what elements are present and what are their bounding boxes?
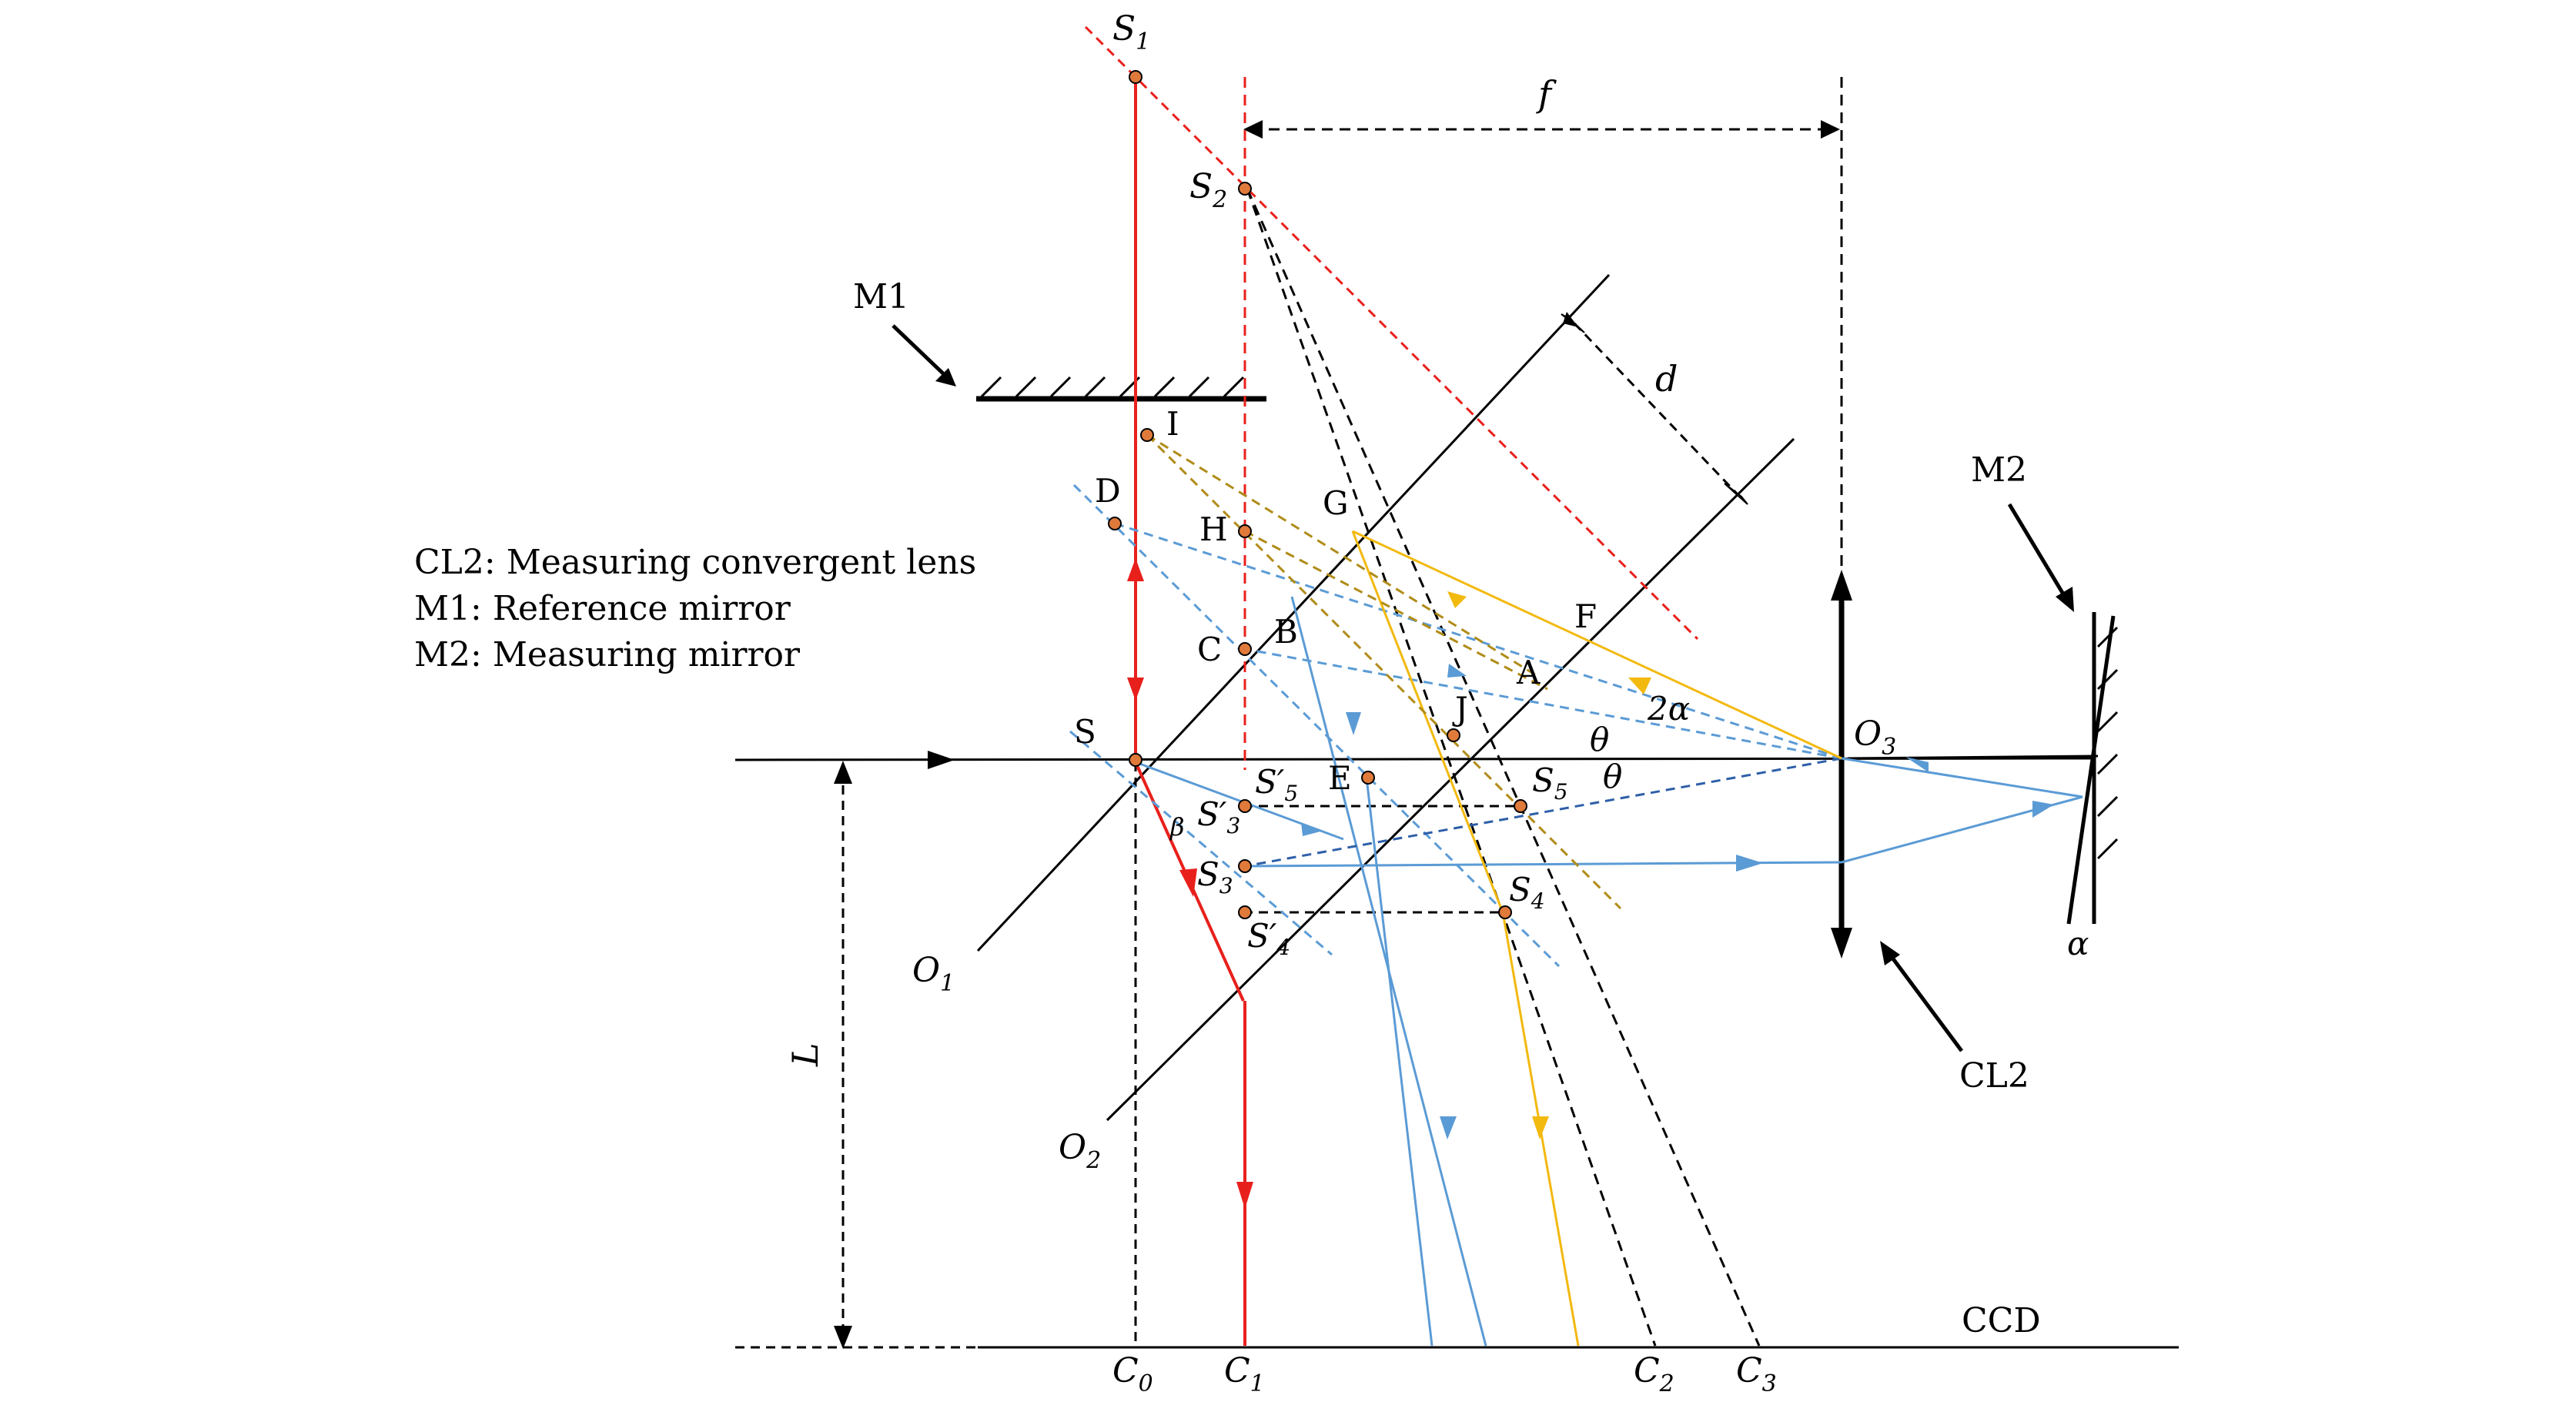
label-theta-upper: θ — [1590, 721, 1609, 758]
label-alpha: α — [2067, 925, 2089, 962]
point-i — [1140, 428, 1154, 442]
red-lines — [1084, 25, 1699, 1346]
label-f-point: F — [1574, 597, 1597, 635]
legend-line-1: CL2: Measuring convergent lens — [414, 543, 976, 582]
darkblue-lines — [1244, 757, 1842, 868]
point-j — [1447, 728, 1460, 742]
label-s5-prime: S′5 — [1255, 763, 1298, 806]
point-s2 — [1238, 182, 1252, 196]
axis-arrow-icon — [928, 751, 955, 769]
point-s5 — [1514, 799, 1527, 813]
label-j: J — [1452, 690, 1468, 728]
label-h: H — [1199, 510, 1228, 548]
point-s5p — [1238, 799, 1252, 813]
label-e: E — [1328, 759, 1352, 797]
label-ccd: CCD — [1962, 1301, 2041, 1340]
label-s1: S1 — [1112, 9, 1150, 55]
label-s: S — [1074, 713, 1096, 751]
label-s3-prime: S′3 — [1197, 795, 1240, 838]
label-theta-lower: θ — [1603, 758, 1622, 795]
yellow-lines — [1146, 433, 1842, 1347]
label-d-point: D — [1095, 472, 1121, 510]
label-s2: S2 — [1189, 167, 1227, 213]
point-s4p — [1238, 905, 1252, 919]
point-s — [1129, 753, 1142, 767]
label-o3: O3 — [1854, 714, 1896, 761]
point-e — [1361, 771, 1375, 785]
label-c2: C2 — [1634, 1351, 1674, 1397]
label-m1: M1 — [853, 277, 909, 316]
point-s3 — [1238, 859, 1252, 873]
label-c3: C3 — [1736, 1351, 1777, 1397]
label-a: A — [1516, 654, 1541, 691]
label-i: I — [1166, 405, 1179, 443]
point-s1 — [1129, 70, 1142, 84]
label-l: L — [785, 1042, 826, 1067]
label-s4: S4 — [1509, 871, 1545, 914]
points — [1108, 70, 1527, 919]
label-d: d — [1655, 358, 1678, 400]
black-lines — [734, 77, 2179, 1349]
label-m2: M2 — [1971, 450, 2027, 490]
point-d — [1108, 517, 1122, 530]
label-c1: C1 — [1224, 1351, 1265, 1397]
label-f: f — [1536, 73, 1557, 115]
label-two-alpha: 2α — [1647, 690, 1690, 728]
label-c: C — [1197, 631, 1222, 668]
label-s5: S5 — [1532, 761, 1568, 805]
d-dimension — [1573, 322, 1738, 494]
labels: S1 S2 f d M1 M2 I D G H F B C A J 2α θ θ… — [785, 9, 2089, 1397]
legend: CL2: Measuring convergent lens M1: Refer… — [414, 543, 976, 674]
label-s4-prime: S′4 — [1247, 917, 1290, 960]
point-h — [1238, 524, 1252, 538]
point-c — [1238, 642, 1252, 656]
legend-line-2: M1: Reference mirror — [414, 589, 791, 628]
label-o2: O2 — [1059, 1128, 1101, 1174]
label-g: G — [1323, 484, 1349, 522]
label-b: B — [1274, 613, 1298, 651]
label-o1: O1 — [912, 951, 955, 997]
beam-splitter-o1 — [976, 273, 1611, 952]
legend-line-3: M2: Measuring mirror — [414, 635, 801, 674]
label-c0: C0 — [1112, 1351, 1153, 1397]
label-beta: β — [1169, 812, 1185, 842]
label-s3: S3 — [1197, 855, 1233, 898]
label-cl2: CL2 — [1959, 1056, 2029, 1096]
blue-lines — [1069, 484, 2083, 1347]
point-s4 — [1498, 905, 1512, 919]
